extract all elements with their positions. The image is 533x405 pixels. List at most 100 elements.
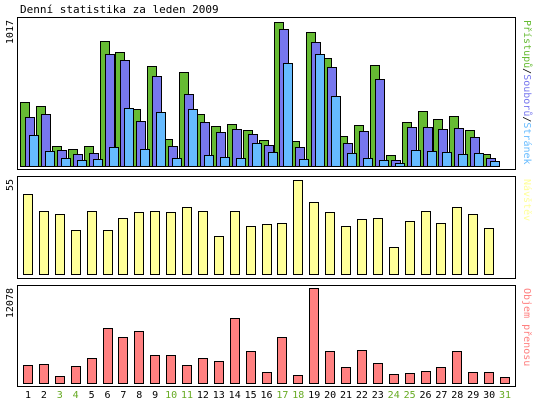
bar-navstev-day-17	[277, 223, 287, 275]
chart-panel-1-frame	[17, 17, 516, 170]
legend-item-souboru: Souborů	[521, 74, 533, 116]
bar-navstev-day-15	[246, 226, 256, 275]
x-tick-label-day-11: 11	[181, 390, 193, 401]
x-tick-label-day-28: 28	[451, 390, 463, 401]
bar-stranek-day-3	[61, 158, 71, 167]
bar-objem-day-19	[309, 288, 319, 384]
bar-stranek-day-27	[442, 152, 452, 167]
x-tick-label-day-9: 9	[152, 390, 158, 401]
bar-objem-day-15	[246, 351, 256, 384]
x-tick-label-day-5: 5	[89, 390, 95, 401]
x-tick-label-day-8: 8	[136, 390, 142, 401]
bar-objem-day-2	[39, 364, 49, 384]
bar-objem-day-5	[87, 358, 97, 384]
bar-stranek-day-25	[411, 150, 421, 167]
y-axis-max-label-panel-2: 55	[5, 179, 16, 191]
y-axis-max-label-panel-1: 1017	[5, 20, 16, 44]
bar-stranek-day-18	[299, 159, 309, 167]
bar-stranek-day-9	[156, 112, 166, 167]
bar-navstev-day-23	[373, 218, 383, 275]
bar-navstev-day-28	[452, 207, 462, 275]
bar-stranek-day-21	[347, 153, 357, 167]
bar-objem-day-9	[150, 355, 160, 384]
bar-objem-day-14	[230, 318, 240, 384]
bar-navstev-day-3	[55, 214, 65, 275]
x-tick-label-day-18: 18	[292, 390, 304, 401]
bar-objem-day-6	[103, 328, 113, 384]
bar-objem-day-26	[421, 371, 431, 384]
bar-objem-day-8	[134, 331, 144, 384]
legend-item-objem: Objem přenosu	[521, 288, 533, 366]
series-stranek	[29, 54, 500, 167]
x-tick-label-day-13: 13	[213, 390, 225, 401]
x-tick-label-day-17: 17	[276, 390, 288, 401]
bar-objem-day-23	[373, 363, 383, 384]
x-tick-label-day-4: 4	[73, 390, 79, 401]
bar-stranek-day-29	[474, 153, 484, 167]
bar-navstev-day-13	[214, 236, 224, 275]
x-tick-label-day-23: 23	[372, 390, 384, 401]
bar-stranek-day-24	[395, 163, 405, 167]
bar-stranek-day-14	[236, 158, 246, 167]
bar-stranek-day-6	[109, 147, 119, 167]
legend-item-stranek: Stránek	[521, 122, 533, 164]
x-tick-label-day-12: 12	[197, 390, 209, 401]
bar-stranek-day-19	[315, 54, 325, 167]
bar-navstev-day-27	[436, 223, 446, 275]
bar-navstev-day-21	[341, 226, 351, 275]
bar-navstev-day-25	[405, 221, 415, 275]
x-tick-label-day-30: 30	[483, 390, 495, 401]
bar-stranek-day-20	[331, 96, 341, 167]
x-tick-label-day-16: 16	[260, 390, 272, 401]
chart-panel-2-frame	[17, 176, 516, 279]
bar-navstev-day-8	[134, 212, 144, 275]
x-tick-label-day-19: 19	[308, 390, 320, 401]
legend-item-navstev: Návštěv	[521, 179, 533, 221]
bar-objem-day-28	[452, 351, 462, 384]
bar-navstev-day-20	[325, 212, 335, 275]
bar-objem-day-22	[357, 350, 367, 384]
legend-separator: /	[521, 68, 532, 74]
legend-panel-3: Objem přenosu	[521, 288, 533, 366]
bar-objem-day-24	[389, 374, 399, 384]
legend-separator: /	[521, 116, 532, 122]
bar-stranek-day-2	[45, 151, 55, 167]
legend-item-pristupu: Přístupů	[521, 20, 533, 68]
x-tick-label-day-15: 15	[245, 390, 257, 401]
x-tick-label-day-29: 29	[467, 390, 479, 401]
bar-stranek-day-30	[490, 161, 500, 167]
x-tick-label-day-20: 20	[324, 390, 336, 401]
x-tick-label-day-10: 10	[165, 390, 177, 401]
series-navstev	[23, 180, 494, 275]
y-axis-max-label-panel-3: 12078	[5, 288, 16, 318]
bar-navstev-day-22	[357, 219, 367, 275]
bar-stranek-day-23	[379, 160, 389, 167]
legend-panel-2: Návštěv	[521, 179, 533, 221]
bar-stranek-day-28	[458, 154, 468, 167]
bar-stranek-day-26	[427, 151, 437, 167]
bar-stranek-day-4	[77, 160, 87, 167]
bar-objem-day-18	[293, 375, 303, 384]
bar-objem-day-1	[23, 365, 33, 384]
bar-stranek-day-17	[283, 63, 293, 167]
bar-navstev-day-19	[309, 202, 319, 275]
x-tick-label-day-22: 22	[356, 390, 368, 401]
bar-navstev-day-26	[421, 211, 431, 275]
bar-navstev-day-6	[103, 230, 113, 275]
x-tick-label-day-3: 3	[57, 390, 63, 401]
bar-objem-day-11	[182, 365, 192, 384]
x-tick-label-day-1: 1	[25, 390, 31, 401]
x-tick-label-day-14: 14	[229, 390, 241, 401]
x-tick-label-day-7: 7	[120, 390, 126, 401]
x-tick-label-day-2: 2	[41, 390, 47, 401]
x-tick-label-day-27: 27	[435, 390, 447, 401]
bar-stranek-day-15	[252, 143, 262, 167]
bar-stranek-day-1	[29, 135, 39, 167]
bar-stranek-day-7	[124, 108, 134, 167]
x-tick-label-day-26: 26	[419, 390, 431, 401]
bar-navstev-day-24	[389, 247, 399, 275]
bar-stranek-day-8	[140, 149, 150, 167]
bar-objem-day-12	[198, 358, 208, 384]
